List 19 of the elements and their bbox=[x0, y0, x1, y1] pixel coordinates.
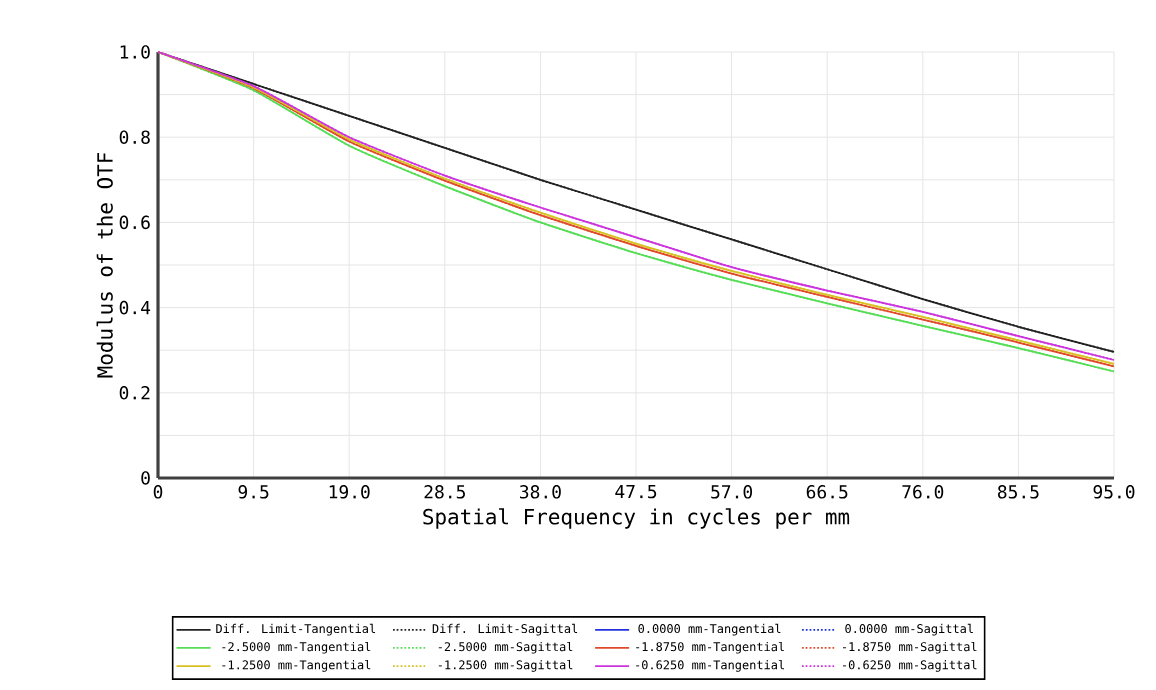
x-tick-label: 19.0 bbox=[329, 485, 370, 499]
y-tick-label: 0.8 bbox=[119, 130, 150, 144]
x-tick-label: 9.5 bbox=[238, 485, 269, 499]
x-tick-label: 85.5 bbox=[997, 485, 1039, 499]
x-tick-label: 28.5 bbox=[424, 485, 465, 499]
x-tick-label: 76.0 bbox=[902, 485, 944, 499]
y-tick-label: 0.4 bbox=[119, 300, 151, 315]
x-tick-label: 95.0 bbox=[1093, 485, 1135, 499]
y-tick-label: 0.2 bbox=[119, 386, 150, 400]
y-tick-label: 1.0 bbox=[120, 45, 150, 59]
x-axis-title: Spatial Frequency in cycles per mm bbox=[423, 508, 850, 529]
x-tick-label: 57.0 bbox=[711, 485, 753, 499]
x-tick-label: 66.5 bbox=[806, 485, 848, 499]
y-tick-label: 0 bbox=[141, 471, 150, 485]
y-axis-title: Modulus of the OTF bbox=[96, 152, 113, 378]
x-tick-label: 0 bbox=[153, 485, 163, 499]
x-tick-label: 38.0 bbox=[520, 485, 561, 499]
x-tick-label: 47.5 bbox=[615, 485, 657, 499]
y-tick-label: 0.6 bbox=[119, 215, 150, 230]
